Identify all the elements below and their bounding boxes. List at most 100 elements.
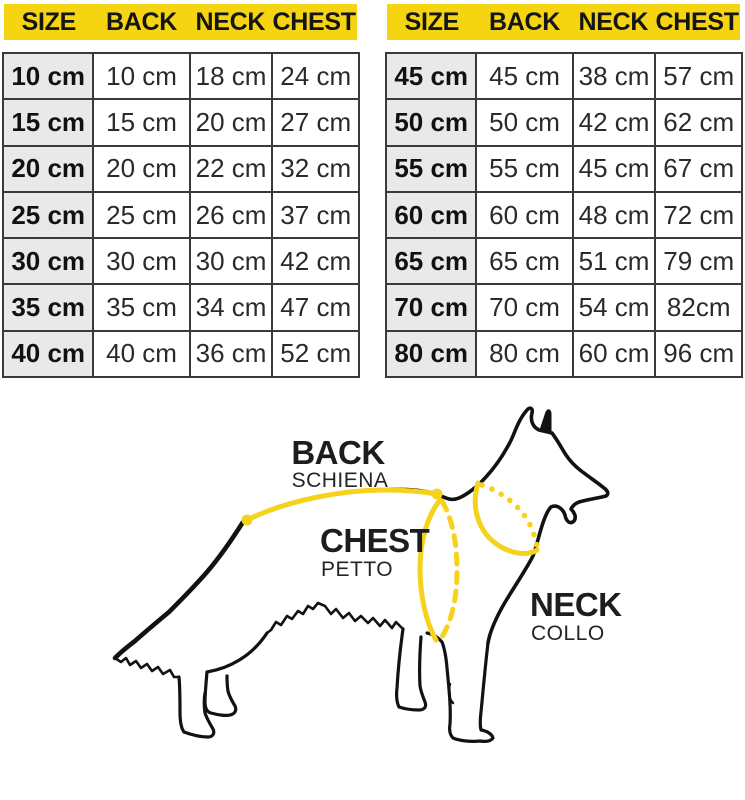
dog-far-ear <box>539 409 552 432</box>
table-cell: 37 cm <box>271 190 360 240</box>
table-cell: 52 cm <box>271 329 360 379</box>
table-cell: 10 cm <box>92 51 191 101</box>
header-cell-size: SIZE <box>21 7 77 36</box>
size-cell: 55 cm <box>384 144 478 193</box>
size-table-large: SIZE BACK NECK CHEST 45 cm 45 cm 38 cm 57 cm 50… <box>384 4 743 379</box>
size-table-small-header: SIZE BACK NECK CHEST <box>4 4 357 40</box>
table-cell: 65 cm <box>475 237 574 286</box>
chest-label: CHEST <box>320 522 430 559</box>
table-cell: 55 cm <box>475 144 574 193</box>
table-cell: 57 cm <box>654 51 743 101</box>
table-cell: 47 cm <box>271 283 360 332</box>
size-cell: 15 cm <box>1 98 95 147</box>
dog-measurement-diagram: BACK SCHIENA CHEST PETTO NECK COLLO <box>112 406 623 743</box>
neck-measure-dotted <box>479 482 540 552</box>
table-row: 65 cm 65 cm 51 cm 79 cm <box>384 237 743 286</box>
neck-sublabel: COLLO <box>531 622 605 645</box>
table-cell: 30 cm <box>188 237 274 286</box>
size-table-large-header: SIZE BACK NECK CHEST <box>387 4 740 40</box>
back-measure-line <box>244 487 440 523</box>
neck-label: NECK <box>530 586 622 623</box>
measurement-lines <box>241 480 540 643</box>
table-cell: 20 cm <box>188 98 274 147</box>
table-cell: 96 cm <box>654 329 743 379</box>
table-cell: 50 cm <box>475 98 574 147</box>
dog-outline <box>112 406 610 743</box>
header-cell-size: SIZE <box>404 7 460 36</box>
table-cell: 54 cm <box>571 283 657 332</box>
table-cell: 42 cm <box>571 98 657 147</box>
chest-measure-dashed <box>437 498 460 643</box>
size-cell: 65 cm <box>384 237 478 286</box>
chest-measure-solid <box>417 497 443 643</box>
table-cell: 38 cm <box>571 51 657 101</box>
table-cell: 48 cm <box>571 190 657 240</box>
table-row: 80 cm 80 cm 60 cm 96 cm <box>384 329 743 379</box>
table-row: 35 cm 35 cm 34 cm 47 cm <box>1 283 360 332</box>
header-cell-chest: CHEST <box>655 7 739 36</box>
table-cell: 18 cm <box>188 51 274 101</box>
table-cell: 45 cm <box>475 51 574 101</box>
table-row: 25 cm 25 cm 26 cm 37 cm <box>1 190 360 240</box>
table-cell: 22 cm <box>188 144 274 193</box>
size-cell: 10 cm <box>1 51 95 101</box>
back-label: BACK <box>291 434 385 471</box>
size-cell: 45 cm <box>384 51 478 101</box>
table-cell: 42 cm <box>271 237 360 286</box>
table-cell: 27 cm <box>271 98 360 147</box>
table-cell: 26 cm <box>188 190 274 240</box>
header-cell-neck: NECK <box>578 7 649 36</box>
back-measure-dot-right <box>431 488 443 500</box>
table-cell: 35 cm <box>92 283 191 332</box>
table-cell: 60 cm <box>571 329 657 379</box>
table-cell: 82cm <box>654 283 743 332</box>
table-cell: 20 cm <box>92 144 191 193</box>
table-cell: 34 cm <box>188 283 274 332</box>
table-row: 10 cm 10 cm 18 cm 24 cm <box>1 51 360 101</box>
table-cell: 67 cm <box>654 144 743 193</box>
size-tables-row: SIZE BACK NECK CHEST 10 cm 10 cm 18 cm 24 cm 15… <box>0 4 745 379</box>
table-cell: 25 cm <box>92 190 191 240</box>
table-cell: 72 cm <box>654 190 743 240</box>
table-row: 70 cm 70 cm 54 cm 82cm <box>384 283 743 332</box>
table-cell: 36 cm <box>188 329 274 379</box>
table-row: 50 cm 50 cm 42 cm 62 cm <box>384 98 743 147</box>
size-cell: 60 cm <box>384 190 478 240</box>
size-cell: 30 cm <box>1 237 95 286</box>
header-cell-back: BACK <box>488 7 560 36</box>
back-measure-dot-left <box>241 514 253 526</box>
diagram-labels: BACK SCHIENA CHEST PETTO NECK COLLO <box>291 434 622 645</box>
table-row: 30 cm 30 cm 30 cm 42 cm <box>1 237 360 286</box>
table-row: 15 cm 15 cm 20 cm 27 cm <box>1 98 360 147</box>
size-cell: 80 cm <box>384 329 478 379</box>
table-row: 45 cm 45 cm 38 cm 57 cm <box>384 51 743 101</box>
table-cell: 30 cm <box>92 237 191 286</box>
neck-measure-solid <box>472 480 540 556</box>
table-cell: 79 cm <box>654 237 743 286</box>
header-cell-chest: CHEST <box>272 7 356 36</box>
header-cell-neck: NECK <box>195 7 266 36</box>
table-row: 40 cm 40 cm 36 cm 52 cm <box>1 329 360 379</box>
table-cell: 60 cm <box>475 190 574 240</box>
size-cell: 25 cm <box>1 190 95 240</box>
table-cell: 15 cm <box>92 98 191 147</box>
table-row: 20 cm 20 cm 22 cm 32 cm <box>1 144 360 193</box>
table-cell: 62 cm <box>654 98 743 147</box>
table-cell: 24 cm <box>271 51 360 101</box>
size-cell: 40 cm <box>1 329 95 379</box>
chest-sublabel: PETTO <box>321 558 393 581</box>
back-sublabel: SCHIENA <box>292 469 389 492</box>
table-cell: 40 cm <box>92 329 191 379</box>
size-table-large-body: 45 cm 45 cm 38 cm 57 cm 50 cm 50 cm 42 cm 62 cm… <box>384 51 743 379</box>
size-cell: 35 cm <box>1 283 95 332</box>
table-cell: 32 cm <box>271 144 360 193</box>
size-cell: 20 cm <box>1 144 95 193</box>
size-table-small: SIZE BACK NECK CHEST 10 cm 10 cm 18 cm 24 cm 15… <box>1 4 360 379</box>
table-cell: 51 cm <box>571 237 657 286</box>
table-row: 55 cm 55 cm 45 cm 67 cm <box>384 144 743 193</box>
size-table-small-body: 10 cm 10 cm 18 cm 24 cm 15 cm 15 cm 20 cm 27 cm… <box>1 51 360 379</box>
size-cell: 50 cm <box>384 98 478 147</box>
header-cell-back: BACK <box>105 7 177 36</box>
table-cell: 45 cm <box>571 144 657 193</box>
table-cell: 80 cm <box>475 329 574 379</box>
